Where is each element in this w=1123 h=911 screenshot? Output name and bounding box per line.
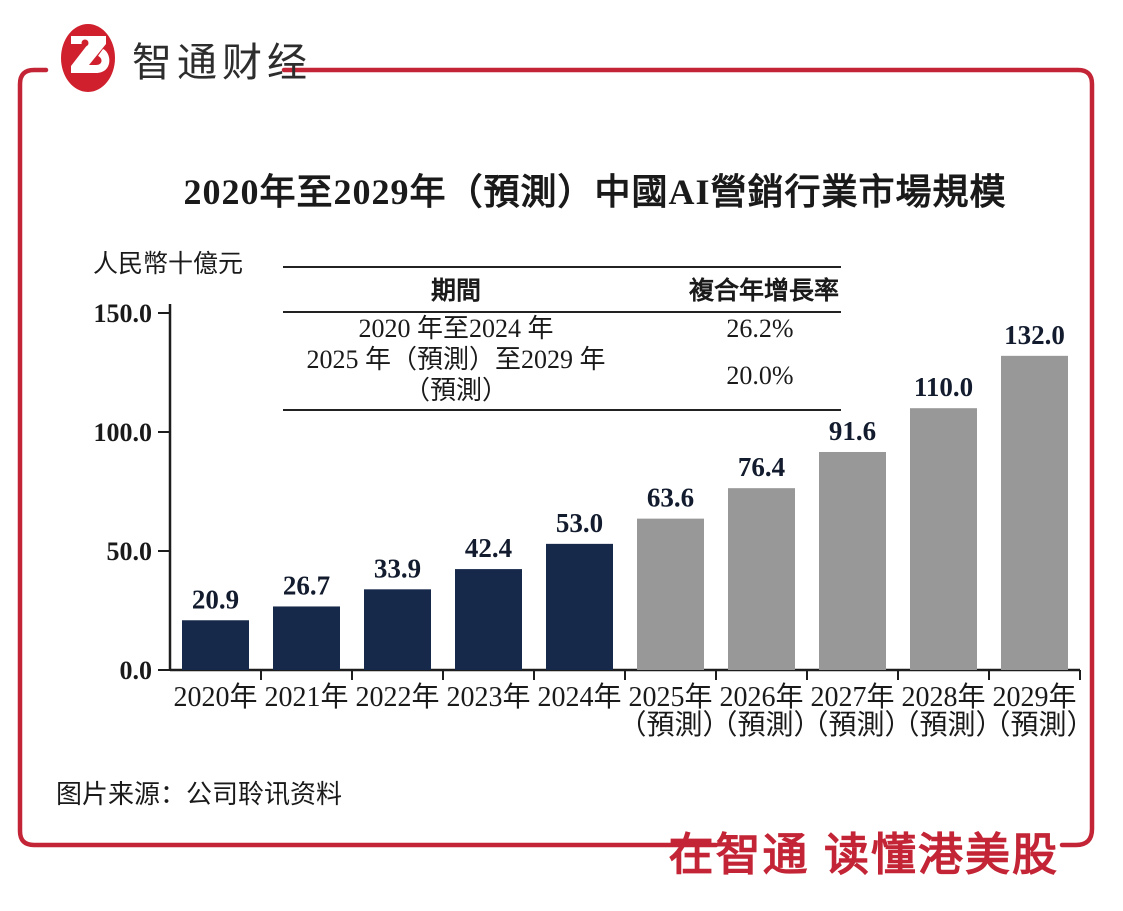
x-axis-category-label: 2025年（預測） bbox=[618, 681, 730, 741]
bar-value-label: 42.4 bbox=[465, 533, 512, 563]
x-axis-category-label: 2029年（預測） bbox=[982, 681, 1094, 741]
brand-name: 智通财经 bbox=[132, 41, 312, 85]
bar-value-label: 91.6 bbox=[829, 416, 876, 446]
bar bbox=[364, 589, 431, 670]
cagr-rate-value: 20.0% bbox=[726, 360, 794, 390]
cagr-period-value: 2020 年至2024 年 bbox=[358, 314, 554, 343]
x-axis-category-label: 2022年 bbox=[355, 681, 439, 713]
zhitong-logo bbox=[61, 24, 115, 92]
bar-value-label: 110.0 bbox=[914, 372, 973, 402]
bar bbox=[1001, 355, 1068, 670]
bar-value-label: 63.6 bbox=[647, 483, 694, 513]
y-tick-label: 150.0 bbox=[94, 299, 153, 328]
x-axis-category-label: 2021年 bbox=[264, 681, 348, 713]
frame-border-left bbox=[17, 67, 719, 848]
y-tick-label: 100.0 bbox=[94, 418, 153, 447]
x-axis-category-label: 2024年 bbox=[537, 681, 621, 713]
frame-border-right bbox=[281, 67, 1095, 848]
bar bbox=[546, 543, 613, 670]
y-tick-label: 50.0 bbox=[107, 537, 153, 566]
bar-value-label: 53.0 bbox=[556, 508, 603, 538]
bar bbox=[819, 451, 886, 670]
y-axis-unit-label: 人民幣十億元 bbox=[93, 251, 244, 278]
cagr-period-value: 2025 年（預測）至2029 年（預測） bbox=[306, 345, 606, 405]
bar bbox=[728, 488, 795, 670]
cagr-table-header-cagr: 複合年增長率 bbox=[688, 277, 839, 305]
bar bbox=[273, 606, 340, 670]
x-axis-category-label: 2027年（預測） bbox=[800, 681, 912, 741]
cagr-table-header-period: 期間 bbox=[430, 277, 481, 305]
bar-value-label: 26.7 bbox=[283, 570, 330, 600]
bar-value-label: 76.4 bbox=[738, 452, 785, 482]
cagr-rate-value: 26.2% bbox=[726, 314, 794, 343]
cagr-table-row: 2025 年（預測）至2029 年（預測） 20.0% bbox=[283, 344, 841, 406]
cagr-table-row: 2020 年至2024 年 26.2% bbox=[283, 313, 841, 344]
x-axis-category-label: 2028年（預測） bbox=[891, 681, 1003, 741]
bar-value-label: 20.9 bbox=[192, 584, 239, 614]
bar bbox=[910, 408, 977, 670]
footer-slogan: 在智通 读懂港美股 bbox=[668, 829, 1059, 880]
bar bbox=[637, 518, 704, 670]
source-text: 图片来源：公司聆讯资料 bbox=[56, 780, 343, 809]
chart-title: 2020年至2029年（預測）中國AI營銷行業市場規模 bbox=[183, 172, 1007, 212]
x-axis-category-label: 2023年 bbox=[446, 681, 530, 713]
bar-value-label: 132.0 bbox=[1004, 320, 1065, 350]
x-axis-category-label: 2026年（預測） bbox=[709, 681, 821, 741]
x-axis-category-label: 2020年 bbox=[173, 681, 257, 713]
bar bbox=[182, 620, 249, 670]
cagr-table-header-row: 期間 複合年增長率 bbox=[283, 268, 841, 313]
bar-value-label: 33.9 bbox=[374, 553, 421, 583]
y-tick-label: 0.0 bbox=[120, 656, 153, 685]
bar bbox=[455, 569, 522, 670]
cagr-table: 期間 複合年增長率 2020 年至2024 年 26.2% 2025 年（預測）… bbox=[283, 266, 841, 411]
logo-monogram-icon bbox=[71, 36, 110, 73]
logo-teardrop-accent bbox=[81, 39, 89, 47]
